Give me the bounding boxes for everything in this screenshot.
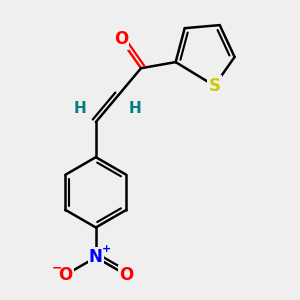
Text: −: − [52, 262, 62, 275]
Text: O: O [114, 30, 128, 48]
Text: S: S [208, 77, 220, 95]
Text: O: O [119, 266, 134, 284]
Text: O: O [58, 266, 73, 284]
Text: H: H [73, 101, 86, 116]
Text: N: N [89, 248, 103, 266]
Text: +: + [102, 244, 111, 254]
Text: H: H [128, 101, 141, 116]
